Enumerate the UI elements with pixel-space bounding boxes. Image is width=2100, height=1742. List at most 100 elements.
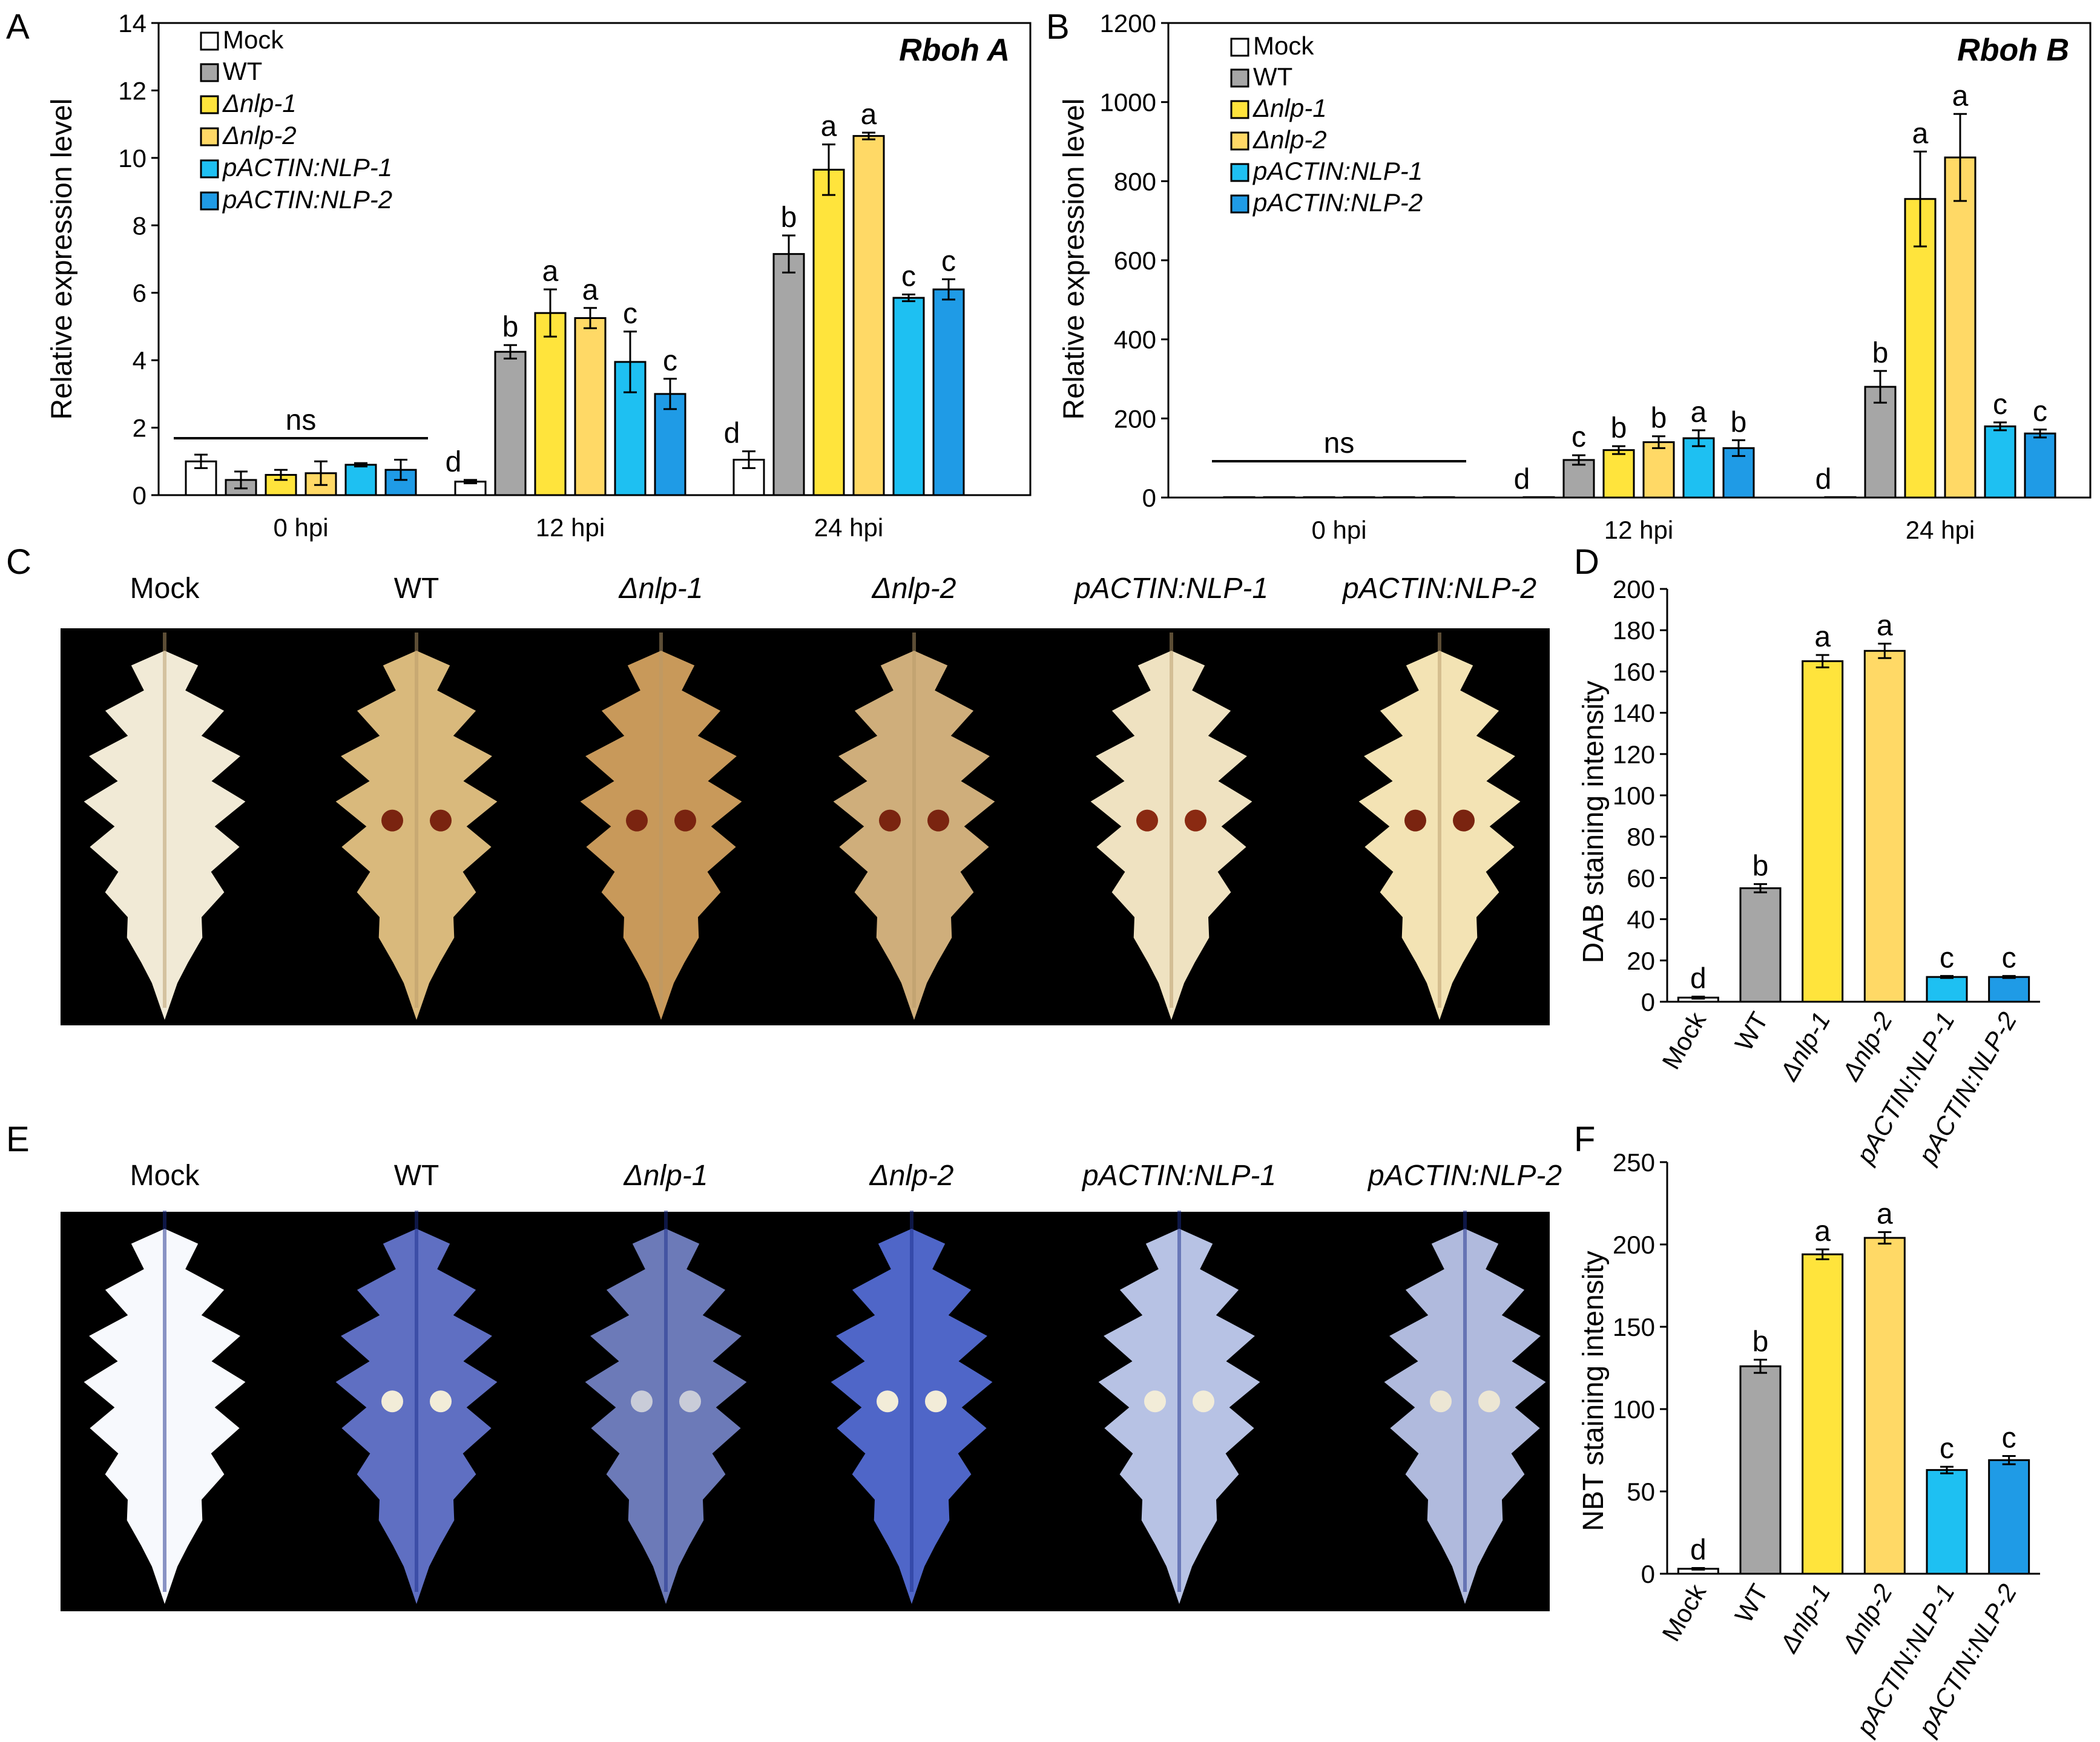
bar [1423,496,1455,499]
y-tick-label: 140 [1613,699,1655,728]
significance-letter: b [781,202,797,234]
legend-swatch-mock [1230,38,1249,57]
chart-b-title: Rboh B [1957,33,2069,68]
bar [1988,1459,2030,1575]
y-tick-label: 0 [1142,484,1156,512]
bar [1926,976,1968,1003]
significance-letter: b [502,311,519,343]
photo-c-label-pact1: pACTIN:NLP-1 [1073,573,1268,605]
x-tick-label: Δnlp-1 [1774,1007,1835,1086]
legend-swatch-pact1 [1230,163,1249,182]
y-tick-label: 1000 [1100,88,1156,117]
x-tick-label: 12 hpi [1604,516,1673,544]
bar [1864,386,1897,499]
nbt-leaves [84,1211,1546,1604]
x-tick-label: 24 hpi [814,513,883,542]
significance-letter: c [663,345,677,377]
y-tick-label: 8 [133,211,146,240]
significance-letter: c [901,261,916,293]
legend-swatch-nlp2 [1230,131,1249,151]
panel-letter-d: D [1574,542,1599,582]
significance-letter: b [1611,412,1627,444]
legend-label-pact1: pACTIN:NLP-1 [1252,157,1423,185]
panel-letter-a: A [6,7,30,47]
bar [1383,496,1415,499]
bar [1303,496,1335,499]
chart-f-ylabel: NBT staining intensity [1578,1251,1610,1531]
y-tick-label: 200 [1613,1231,1655,1259]
infection-spot [1404,809,1426,832]
panel-d: D DAB staining intensity 0 20 40 60 80 100 120… [1574,542,2040,1169]
photo-c-label-nlp1: Δnlp-1 [619,573,703,605]
legend-label-nlp2: Δnlp-2 [1252,125,1327,154]
infection-spot [1136,809,1158,832]
bar [1863,1237,1906,1575]
significance-letter: c [1940,1433,1954,1465]
x-tick-label: Δnlp-2 [1836,1007,1898,1086]
y-tick-label: 6 [133,279,146,307]
legend-swatch-wt [200,63,219,82]
infection-spot [381,1390,403,1413]
y-tick-label: 160 [1613,657,1655,686]
x-tick-label: 12 hpi [536,513,605,542]
chart-b-ylabel: Relative expression level [1058,99,1090,420]
y-tick-label: 0 [1641,988,1655,1016]
bar [852,135,885,496]
significance-letter: b [1753,1326,1769,1358]
bar [1988,976,2030,1003]
legend-swatch-wt [1230,68,1249,88]
infection-spot [1430,1390,1452,1413]
bar [932,288,965,496]
bar [772,253,805,496]
y-tick-label: 20 [1627,947,1655,975]
panel-letter-f: F [1574,1120,1595,1159]
photo-e-label-wt: WT [394,1160,439,1192]
legend-label-pact2: pACTIN:NLP-2 [1252,188,1423,217]
y-tick-label: 200 [1613,575,1655,603]
bar [534,312,567,496]
infection-spot [1185,809,1206,832]
significance-letter: b [1753,850,1769,883]
infection-spot [1144,1390,1166,1413]
chart-d-ylabel: DAB staining intensity [1578,681,1610,964]
x-tick-label: Δnlp-1 [1774,1579,1835,1658]
bar [812,168,845,496]
significance-letter: b [1651,403,1667,435]
y-tick-label: 120 [1613,740,1655,769]
y-tick-label: 2 [133,414,146,442]
chart-f-plot: 050100150200250dMockbWTaΔnlp-1aΔnlp-2cpA… [1613,1148,2040,1741]
significance-letter: a [861,99,877,131]
infection-spot [1453,809,1475,832]
panel-c: C Mock WT Δnlp-1 Δnlp-2 pACTIN:NLP-1 pAC… [6,542,1550,1025]
photo-e-label-mock: Mock [130,1160,200,1192]
chart-d-plot: 0 20 40 60 80 100 120 140 160 180 200 d Mock b WT a Δnlp… [1613,575,2040,1169]
infection-spot [927,809,949,832]
legend-label-pact2: pACTIN:NLP-2 [222,185,392,214]
bar [892,297,925,496]
photo-c-label-mock: Mock [130,573,200,605]
legend-swatch-nlp1 [1230,100,1249,119]
y-tick-label: 800 [1114,167,1156,196]
bar [1682,437,1715,499]
panel-a: A Rboh A Relative expression level 0 2 4 6 8… [6,7,1032,542]
y-tick-label: 14 [118,9,146,38]
significance-letter: c [1993,389,2007,421]
panel-e: E Mock WT Δnlp-1 Δnlp-2 pACTIN:NLP-1 pAC… [6,1120,1562,1611]
legend-label-wt: WT [1253,62,1292,91]
x-tick-label: 0 hpi [273,513,328,542]
infection-spot [679,1390,701,1413]
infection-spot [430,809,452,832]
bar [574,317,607,496]
infection-spot [1478,1390,1500,1413]
bar [654,393,686,496]
y-tick-label: 40 [1627,906,1655,934]
x-tick-label: Δnlp-2 [1836,1579,1898,1658]
x-tick-label: 24 hpi [1906,516,1975,544]
y-tick-label: 50 [1627,1477,1655,1506]
y-tick-label: 200 [1114,404,1156,433]
y-tick-label: 0 [1641,1560,1655,1588]
infection-spot [674,809,696,832]
legend-label-wt: WT [223,57,262,85]
y-tick-label: 250 [1613,1148,1655,1177]
